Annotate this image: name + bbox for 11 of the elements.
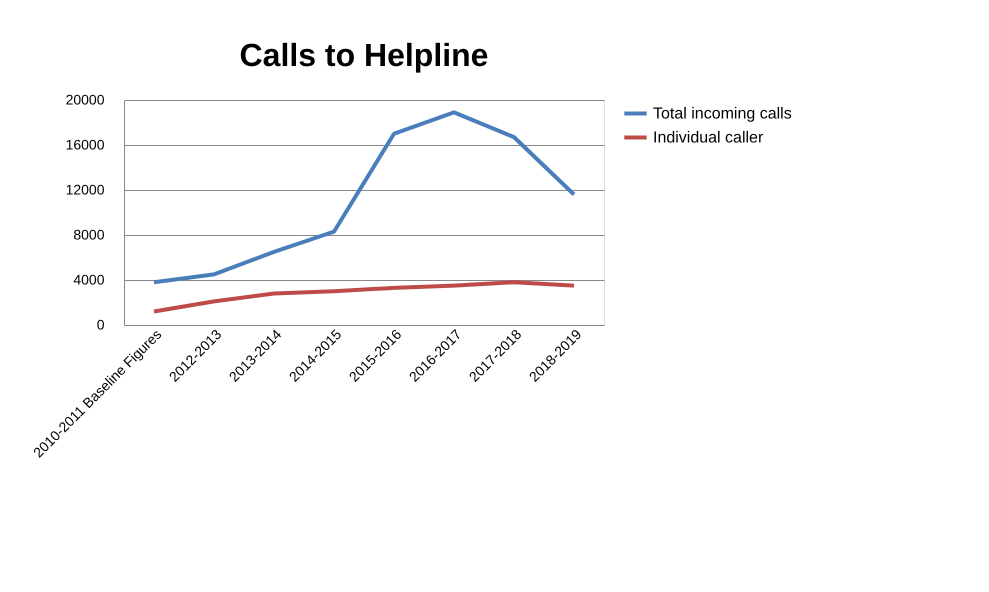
y-tick-label: 16000 [66,136,105,152]
y-tick-label: 20000 [66,92,105,108]
y-tick-label: 8000 [73,226,105,242]
y-tick-label: 12000 [66,182,105,198]
y-tick-label: 0 [96,316,105,332]
legend-label: Individual caller [653,130,764,146]
line-series [152,110,576,284]
chart-title: Calls to Helpline [240,37,488,73]
legend-label: Total incoming calls [653,106,792,122]
line-series [152,280,576,314]
y-tick-label: 4000 [73,272,105,288]
